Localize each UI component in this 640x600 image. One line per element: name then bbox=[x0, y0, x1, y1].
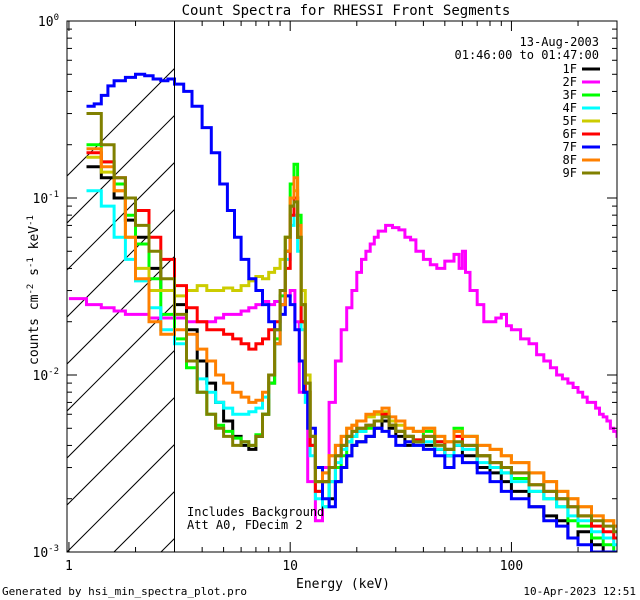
legend-label-2f: 2F bbox=[563, 75, 577, 89]
legend-label-6f: 6F bbox=[563, 127, 577, 141]
y-tick-label: 10-1 bbox=[33, 190, 60, 207]
axis-ticks bbox=[67, 20, 618, 553]
hatch-line bbox=[67, 161, 175, 271]
hatch-line bbox=[67, 67, 175, 177]
hatch-line bbox=[67, 396, 175, 506]
footer-generator: Generated by hsi_min_spectra_plot.pro bbox=[2, 585, 247, 598]
x-tick-label: 10 bbox=[282, 559, 298, 574]
hatch-line bbox=[537, 21, 640, 552]
y-tick-label: 100 bbox=[38, 13, 59, 30]
legend-label-7f: 7F bbox=[563, 140, 577, 154]
footer-timestamp: 10-Apr-2023 12:51 bbox=[523, 585, 636, 598]
hatch-line bbox=[255, 21, 640, 552]
axis-tick-labels: 1 10 100 10-3 10-2 10-1 100 bbox=[33, 13, 524, 574]
hatch-line bbox=[67, 349, 175, 459]
series-line-9f bbox=[86, 112, 617, 534]
legend-label-3f: 3F bbox=[563, 88, 577, 102]
legend-label-8f: 8F bbox=[563, 153, 577, 167]
y-tick-label: 10-2 bbox=[33, 367, 60, 384]
background-note: Includes Background bbox=[187, 505, 324, 519]
hatch-line bbox=[67, 208, 175, 318]
x-tick-label: 1 bbox=[65, 559, 73, 574]
hatch-line bbox=[67, 443, 175, 552]
plot-frame bbox=[66, 20, 618, 553]
series-line-5f bbox=[86, 155, 617, 528]
y-axis-label: counts cm-2 s-1 keV-1 bbox=[26, 215, 42, 365]
x-tick-label: 100 bbox=[500, 559, 523, 574]
legend-label-5f: 5F bbox=[563, 114, 577, 128]
legend-label-9f: 9F bbox=[563, 166, 577, 180]
hatch-line bbox=[584, 21, 640, 552]
series-line-4f bbox=[86, 189, 617, 547]
chart-title: Count Spectra for RHESSI Front Segments bbox=[182, 3, 511, 19]
legend-label-4f: 4F bbox=[563, 101, 577, 115]
hatch-line bbox=[631, 21, 640, 552]
time-range-label: 01:46:00 to 01:47:00 bbox=[455, 48, 600, 62]
date-label: 13-Aug-2003 bbox=[520, 35, 599, 49]
y-tick-label: 10-3 bbox=[33, 544, 60, 561]
series-lines bbox=[68, 72, 617, 552]
attenuator-note: Att A0, FDecim 2 bbox=[187, 518, 303, 532]
series-line-8f bbox=[86, 147, 617, 528]
hatched-region bbox=[67, 21, 640, 552]
hatch-line bbox=[67, 255, 175, 365]
legend-label-1f: 1F bbox=[563, 62, 577, 76]
x-axis-label: Energy (keV) bbox=[296, 577, 390, 592]
series-line-2f bbox=[68, 223, 617, 523]
